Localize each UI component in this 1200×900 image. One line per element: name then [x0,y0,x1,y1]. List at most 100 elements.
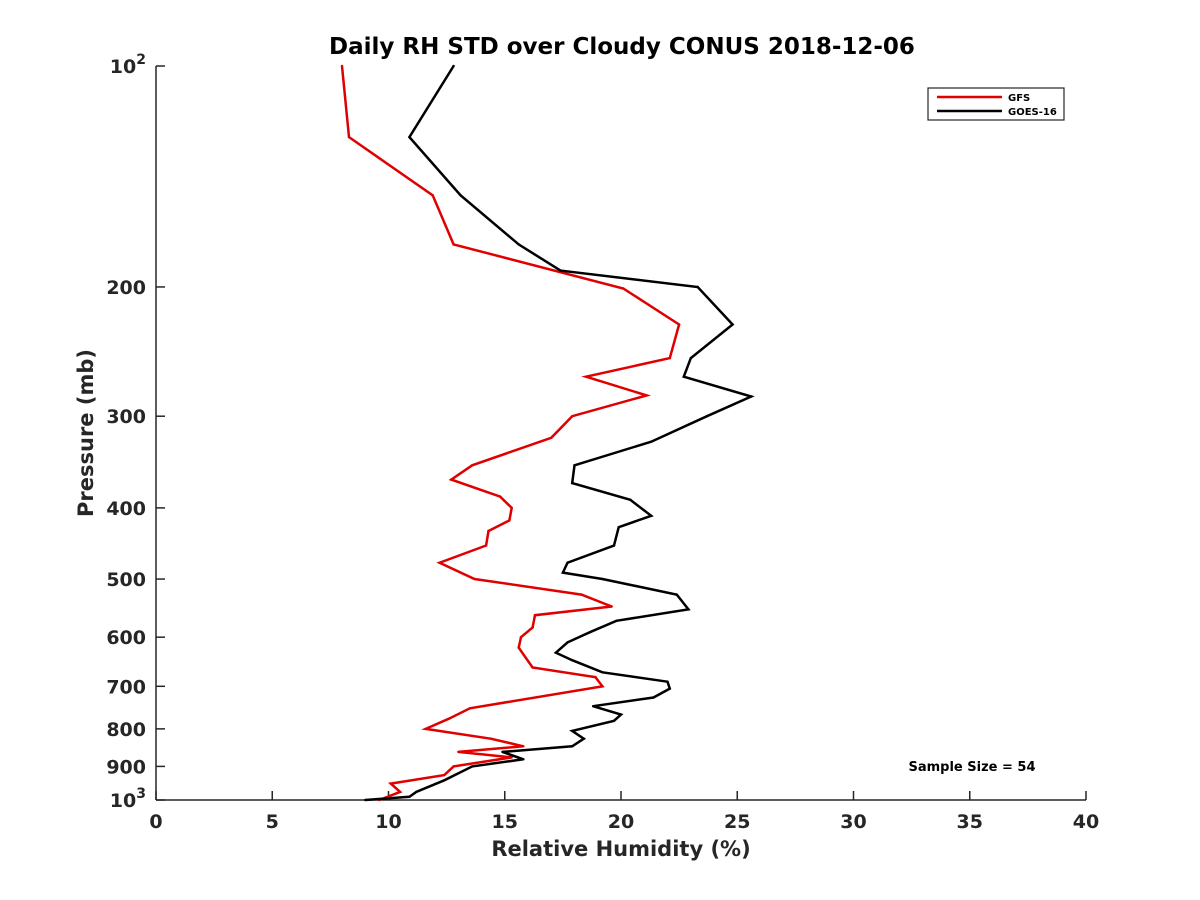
data-point-goes-16 [408,135,411,139]
data-point-gfs [601,685,604,688]
x-tick-label: 0 [149,811,162,833]
y-axis-label: Pressure (mb) [74,349,98,517]
data-point-gfs [471,464,474,467]
data-point-goes-16 [459,194,462,197]
data-point-goes-16 [566,561,569,564]
data-point-goes-16 [452,64,455,68]
data-point-gfs [622,287,625,290]
data-point-goes-16 [571,659,574,662]
legend-label-goes-16: GOES-16 [1008,107,1057,118]
y-decade-exponent: 2 [136,52,146,68]
data-point-goes-16 [652,696,655,699]
data-point-goes-16 [750,395,753,398]
data-point-gfs [473,577,476,581]
data-point-gfs [645,394,648,397]
chart-title: Daily RH STD over Cloudy CONUS 2018-12-0… [329,34,915,60]
data-point-goes-16 [591,705,595,708]
data-point-gfs [431,194,434,197]
data-point-goes-16 [617,526,620,529]
data-point-goes-16 [364,798,367,802]
x-axis-label: Relative Humidity (%) [491,837,750,861]
data-point-gfs [510,756,513,759]
data-point-gfs [584,375,588,378]
data-point-gfs [531,626,534,629]
data-point-goes-16 [650,440,653,443]
data-point-goes-16 [612,719,616,722]
data-point-gfs [389,782,392,785]
data-point-gfs [452,765,455,768]
data-point-gfs [531,666,534,669]
data-point-goes-16 [668,687,671,690]
data-point-goes-16 [443,779,446,782]
x-tick-label: 25 [724,811,750,833]
y-decade-tick-label: 102 [110,52,146,78]
data-point-goes-16 [675,593,678,596]
data-point-goes-16 [687,608,690,611]
data-point-goes-16 [696,285,699,289]
data-point-goes-16 [705,415,709,418]
data-point-goes-16 [571,481,574,485]
data-point-goes-16 [619,713,623,716]
data-point-goes-16 [666,680,669,683]
y-tick-label: 400 [106,498,146,520]
x-tick-label: 10 [375,811,401,833]
data-point-goes-16 [629,498,632,501]
y-tick-label: 300 [106,406,146,428]
data-point-goes-16 [501,750,504,754]
data-point-gfs [498,495,502,498]
data-point-gfs [447,717,451,720]
data-point-gfs [450,478,453,481]
data-point-gfs [438,561,441,564]
data-point-goes-16 [601,577,604,581]
data-point-goes-16 [682,375,685,378]
data-point-goes-16 [650,514,653,517]
data-point-goes-16 [601,671,604,674]
data-point-gfs [677,323,681,326]
legend-box [927,87,1065,121]
data-point-gfs [424,727,427,731]
data-point-goes-16 [561,571,565,574]
x-axis-ticks: 0 5 10 15 20 25 30 35 40 [149,791,1099,833]
data-point-gfs [571,415,574,418]
legend-label-gfs: GFS [1008,93,1030,104]
data-point-gfs [508,519,511,522]
data-point-goes-16 [566,641,569,644]
data-point-gfs [457,750,460,754]
data-point-gfs [519,636,523,639]
data-point-goes-16 [522,758,525,761]
data-point-goes-16 [582,737,585,740]
y-tick-label: 600 [106,627,146,649]
data-point-goes-16 [731,323,734,326]
data-point-goes-16 [554,651,558,654]
data-point-goes-16 [612,544,616,547]
series-layer [340,64,755,802]
data-point-goes-16 [589,630,592,633]
data-point-goes-16 [573,464,576,467]
data-point-goes-16 [571,729,574,733]
y-tick-label: 200 [106,277,146,299]
data-point-gfs [517,646,520,649]
data-point-gfs [340,64,344,68]
data-point-gfs [443,773,446,777]
legend: GFS GOES-16 [927,87,1065,121]
data-point-gfs [550,436,553,439]
y-tick-label: 900 [106,756,146,778]
data-point-gfs [452,243,455,246]
series-line-goes-16 [365,65,755,802]
y-tick-label: 500 [106,569,146,591]
plot-area: 0 5 10 15 20 25 30 35 40 200 300 400 500 600 700 800 90… [106,52,1099,833]
data-point-goes-16 [615,619,618,622]
data-point-gfs [524,656,527,659]
data-point-goes-16 [559,269,562,272]
sample-size-annotation: Sample Size = 54 [908,760,1035,775]
data-point-gfs [580,593,583,596]
data-point-gfs [510,506,513,510]
y-decade-tick-label: 103 [110,786,146,812]
x-tick-label: 40 [1073,811,1099,833]
data-point-gfs [398,790,402,794]
x-tick-label: 30 [840,811,866,833]
y-tick-label: 800 [106,719,146,741]
y-decade-exponent: 3 [136,786,146,802]
